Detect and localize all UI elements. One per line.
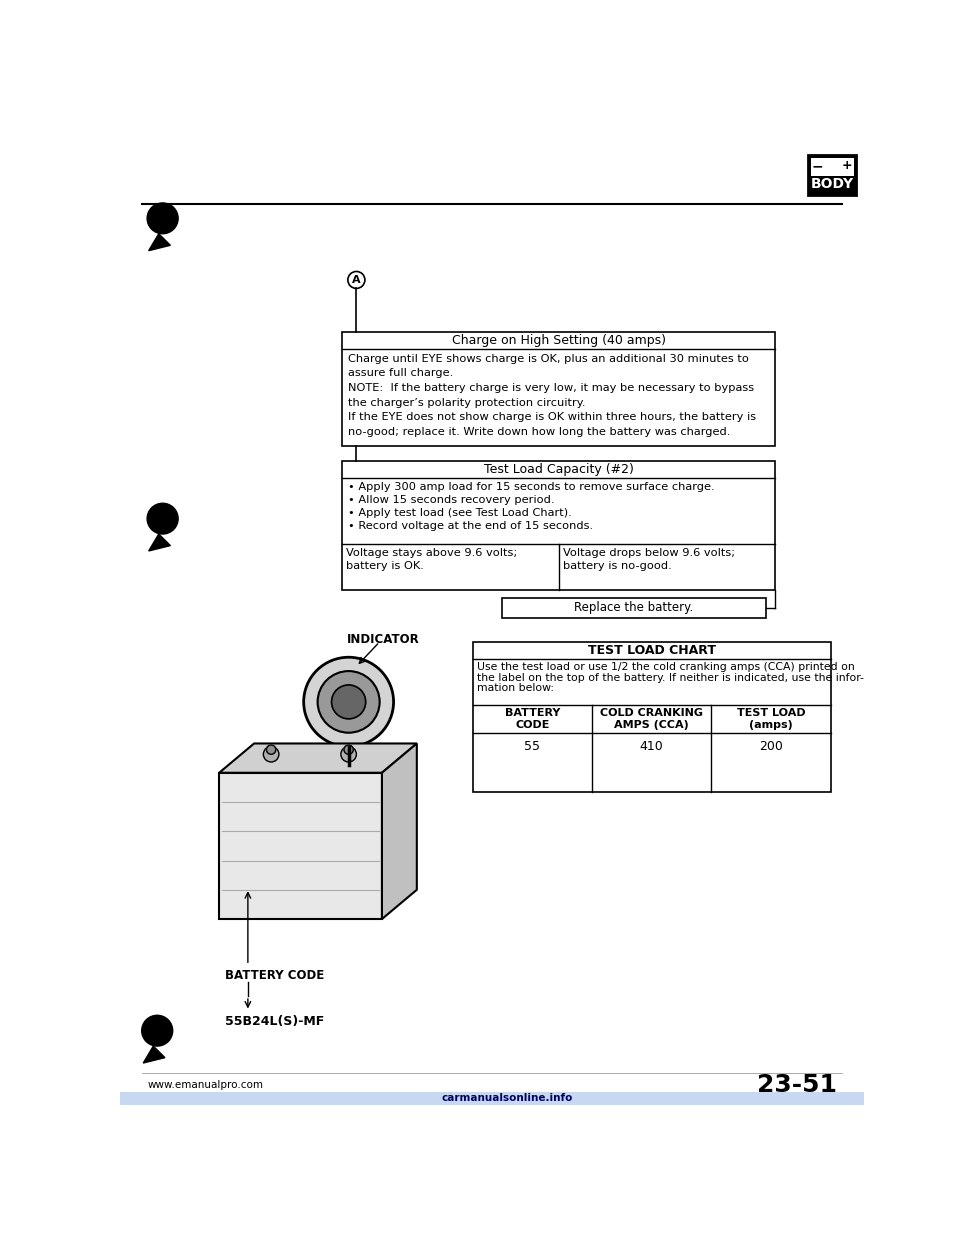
Text: Use the test load or use 1/2 the cold cranking amps (CCA) printed on: Use the test load or use 1/2 the cold cr… [477,662,855,672]
Polygon shape [382,744,417,919]
Text: INDICATOR: INDICATOR [348,632,420,646]
Text: A: A [352,274,361,284]
Circle shape [147,202,179,233]
Circle shape [303,657,394,746]
Text: mation below:: mation below: [477,683,554,693]
Text: battery is OK.: battery is OK. [347,561,424,571]
Text: Charge on High Setting (40 amps): Charge on High Setting (40 amps) [451,334,665,348]
Text: +: + [842,159,852,171]
Text: 55: 55 [524,740,540,753]
Text: Test Load Capacity (#2): Test Load Capacity (#2) [484,463,634,476]
Bar [343,333,775,446]
Text: assure full charge.: assure full charge. [348,369,453,379]
Polygon shape [149,534,170,551]
Polygon shape [149,233,170,251]
Text: AMPS (CCA): AMPS (CCA) [614,720,689,730]
Circle shape [318,671,379,733]
Bar [343,461,775,590]
Text: 200: 200 [759,740,783,753]
Text: 55B24L(S)-MF: 55B24L(S)-MF [225,1015,324,1028]
Text: • Apply test load (see Test Load Chart).: • Apply test load (see Test Load Chart). [348,508,571,518]
Circle shape [267,745,276,754]
Polygon shape [219,744,417,773]
Bar [219,773,382,919]
Text: • Record voltage at the end of 15 seconds.: • Record voltage at the end of 15 second… [348,520,593,530]
Text: the charger’s polarity protection circuitry.: the charger’s polarity protection circui… [348,397,586,407]
Text: BODY: BODY [810,178,853,191]
Text: carmanualsonline.info: carmanualsonline.info [442,1093,573,1103]
Bar [502,597,765,619]
Text: TEST LOAD CHART: TEST LOAD CHART [588,643,715,657]
Circle shape [142,1015,173,1046]
Text: BATTERY CODE: BATTERY CODE [225,969,324,982]
Text: 410: 410 [639,740,663,753]
Text: BATTERY: BATTERY [505,708,560,718]
Text: Voltage stays above 9.6 volts;: Voltage stays above 9.6 volts; [347,548,517,558]
Text: −: − [812,160,824,174]
Text: Replace the battery.: Replace the battery. [574,601,693,615]
Text: the label on the top of the battery. If neither is indicated, use the infor-: the label on the top of the battery. If … [477,673,864,683]
Text: TEST LOAD: TEST LOAD [736,708,805,718]
Text: (amps): (amps) [749,720,793,730]
Bar [472,642,830,792]
Text: COLD CRANKING: COLD CRANKING [600,708,703,718]
Circle shape [263,746,278,761]
Text: • Apply 300 amp load for 15 seconds to remove surface charge.: • Apply 300 amp load for 15 seconds to r… [348,482,714,492]
Circle shape [147,503,179,534]
Text: If the EYE does not show charge is OK within three hours, the battery is: If the EYE does not show charge is OK wi… [348,412,756,422]
Bar [810,158,854,176]
Bar [808,155,856,195]
Circle shape [331,684,366,719]
Circle shape [344,745,353,754]
Text: www.emanualpro.com: www.emanualpro.com [147,1079,263,1089]
Text: • Allow 15 seconds recovery period.: • Allow 15 seconds recovery period. [348,494,554,504]
Text: no-good; replace it. Write down how long the battery was charged.: no-good; replace it. Write down how long… [348,427,731,437]
Text: NOTE:  If the battery charge is very low, it may be necessary to bypass: NOTE: If the battery charge is very low,… [348,383,754,394]
Text: 23-51: 23-51 [756,1073,837,1097]
Text: battery is no-good.: battery is no-good. [563,561,671,571]
Circle shape [341,746,356,761]
Bar [120,1092,864,1105]
Text: Charge until EYE shows charge is OK, plus an additional 30 minutes to: Charge until EYE shows charge is OK, plu… [348,354,749,364]
Polygon shape [143,1046,165,1063]
Text: CODE: CODE [516,720,549,730]
Text: Voltage drops below 9.6 volts;: Voltage drops below 9.6 volts; [563,548,734,558]
